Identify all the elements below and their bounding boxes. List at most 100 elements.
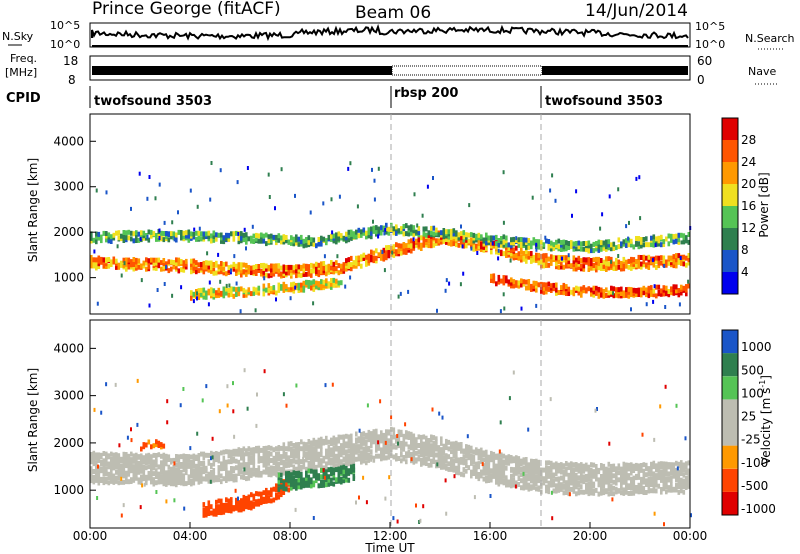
velocity-scatter-point xyxy=(377,440,380,445)
ground-cell xyxy=(287,462,291,468)
power-cell xyxy=(162,264,166,270)
velocity-cell xyxy=(202,502,206,508)
power-cell xyxy=(360,254,363,260)
power-cell xyxy=(287,239,291,245)
power-cell xyxy=(112,235,116,241)
power-cell xyxy=(280,238,283,244)
power-cell xyxy=(297,282,301,288)
velocity-scatter-point xyxy=(362,475,365,480)
power-cell xyxy=(370,249,373,255)
ground-cell xyxy=(320,452,323,458)
ground-cell xyxy=(515,459,518,465)
ground-cell xyxy=(200,461,203,466)
ground-cell xyxy=(160,474,163,480)
ground-cell xyxy=(397,429,401,435)
ground-cell xyxy=(147,459,151,464)
ground-cell xyxy=(177,467,181,473)
power-cell xyxy=(132,231,136,237)
ground-cell xyxy=(685,461,688,467)
ground-cell xyxy=(170,466,173,472)
power-scatter-point xyxy=(322,201,325,206)
ground-cell xyxy=(477,464,481,470)
power-cell xyxy=(205,290,208,296)
ground-cell xyxy=(267,445,271,451)
power-scatter-point xyxy=(233,254,236,259)
velocity-scatter-point xyxy=(514,484,517,489)
velocity-cell xyxy=(235,505,238,511)
velocity-cell xyxy=(287,471,291,476)
power-cell xyxy=(482,247,486,253)
ground-cell xyxy=(620,474,623,479)
ground-cell xyxy=(277,466,281,472)
ground-cell xyxy=(257,458,261,464)
ground-cell xyxy=(517,463,521,469)
power-cell xyxy=(417,230,421,235)
ground-cell xyxy=(557,476,561,482)
velocity-scatter-point xyxy=(550,490,553,495)
ground-cell xyxy=(472,454,476,460)
ground-cell xyxy=(680,477,683,483)
ground-cell xyxy=(135,461,138,467)
velocity-cell xyxy=(255,499,258,505)
power-cell xyxy=(202,231,206,237)
power-cell xyxy=(90,261,93,267)
power-cell xyxy=(495,281,498,287)
ground-cell xyxy=(572,476,576,482)
power-cell xyxy=(187,233,191,239)
ground-cell xyxy=(632,484,636,490)
ground-cell xyxy=(520,485,523,491)
ground-cell xyxy=(637,487,641,493)
ground-cell xyxy=(462,448,466,454)
power-cell xyxy=(687,283,691,289)
ground-cell xyxy=(215,451,218,456)
power-cell xyxy=(295,283,298,288)
power-cell xyxy=(187,229,191,235)
ground-cell xyxy=(660,461,663,467)
velocity-cell xyxy=(347,477,351,483)
velocity-cell xyxy=(280,472,283,478)
ground-cell xyxy=(317,440,321,446)
ground-cell xyxy=(515,463,518,469)
velocity-cell xyxy=(280,488,283,494)
ground-cell xyxy=(657,475,661,481)
ground-cell xyxy=(182,457,186,462)
ground-cell xyxy=(620,481,623,486)
ground-cell xyxy=(437,451,441,457)
ground-cell xyxy=(175,462,178,468)
velocity-cell xyxy=(252,493,256,499)
ground-cell xyxy=(147,452,151,458)
power-cell xyxy=(275,263,278,269)
power-cell xyxy=(310,262,313,268)
ground-cell xyxy=(245,465,248,471)
ground-cell xyxy=(175,477,178,483)
power-cell xyxy=(552,242,556,248)
ground-cell xyxy=(155,471,158,477)
power-cell xyxy=(97,235,101,241)
ground-cell xyxy=(130,451,133,457)
ground-cell xyxy=(352,459,356,465)
ground-cell xyxy=(412,439,416,444)
power-cell xyxy=(542,260,546,266)
power-cell xyxy=(195,230,198,236)
power-cell xyxy=(650,289,653,295)
ground-cell xyxy=(565,466,568,472)
ground-cell xyxy=(362,436,366,442)
velocity-swatch xyxy=(722,422,738,446)
ground-cell xyxy=(287,446,291,452)
power-scatter-point xyxy=(130,206,132,211)
power-cell xyxy=(155,233,158,238)
ground-cell xyxy=(197,479,201,485)
ground-cell xyxy=(205,452,208,458)
power-cell xyxy=(642,285,646,291)
ground-cell xyxy=(370,434,373,440)
ground-cell xyxy=(97,452,101,458)
power-cell xyxy=(550,243,553,249)
ground-cell xyxy=(682,462,686,468)
ground-cell xyxy=(540,475,543,481)
power-cell xyxy=(662,242,666,247)
power-cell xyxy=(400,246,403,252)
power-cell xyxy=(265,263,268,269)
power-cell xyxy=(617,287,621,293)
ground-cell xyxy=(217,477,221,483)
ground-cell xyxy=(185,454,188,459)
